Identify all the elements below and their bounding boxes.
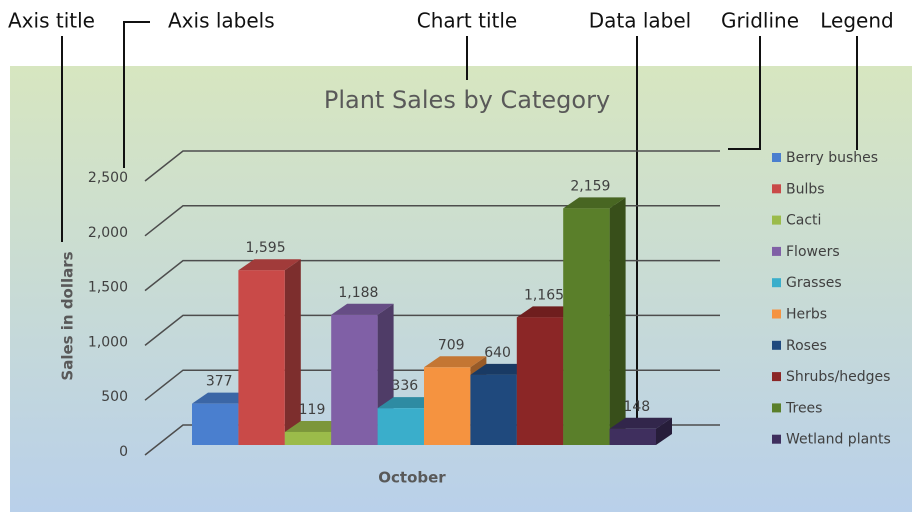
callout-line [123, 21, 150, 168]
legend-swatch [772, 403, 781, 413]
bar-top [331, 303, 394, 315]
bar-side [284, 259, 301, 445]
legend-label: Flowers [786, 244, 840, 260]
legend-label: Cacti [786, 213, 821, 229]
bar [609, 417, 672, 445]
legend-label: Shrubs/hedges [786, 369, 890, 385]
legend-swatch [772, 215, 781, 225]
bar-front [331, 314, 378, 445]
legend-swatch [772, 309, 781, 319]
data-label: 1,188 [338, 285, 378, 301]
data-label: 2,159 [570, 178, 610, 194]
data-label: 377 [206, 374, 233, 390]
callout-line [728, 36, 761, 150]
data-label: 1,165 [524, 287, 564, 303]
legend-label: Bulbs [786, 181, 825, 197]
bar-front [424, 367, 471, 445]
legend-swatch [772, 434, 781, 444]
data-label: 1,595 [246, 240, 286, 256]
bar-top [238, 259, 301, 271]
legend-swatch [772, 153, 781, 162]
data-label: 148 [623, 399, 650, 415]
y-tick-label: 2,000 [88, 225, 128, 241]
grid-line [144, 150, 720, 182]
bar-top [563, 197, 626, 209]
bar [563, 197, 626, 445]
bar-front [192, 403, 239, 445]
grid-line [144, 205, 720, 237]
annotation: Axis title [8, 9, 95, 33]
x-tick-label: October [378, 469, 446, 487]
annotation: Chart title [417, 9, 517, 33]
data-label: 640 [484, 345, 511, 361]
legend-swatch [772, 372, 781, 382]
y-tick-label: 1,000 [88, 334, 128, 350]
bar-front [377, 408, 424, 445]
y-tick-label: 1,500 [88, 280, 128, 296]
data-label: 119 [299, 402, 326, 418]
data-label: 709 [438, 337, 465, 353]
chart-area [10, 66, 912, 512]
legend-label: Trees [785, 400, 822, 416]
legend-label: Berry bushes [786, 150, 878, 166]
annotation: Legend [820, 9, 893, 33]
legend-label: Roses [786, 338, 827, 354]
bar-front [516, 317, 564, 445]
annotation: Data label [589, 9, 691, 33]
annotation: Axis labels [168, 9, 275, 33]
bar-side [656, 417, 672, 445]
y-tick-label: 0 [119, 444, 128, 460]
grid-line [144, 259, 720, 292]
bar-front [238, 270, 285, 445]
y-axis-title: Sales in dollars [59, 251, 77, 380]
legend-swatch [772, 340, 781, 350]
bar-top [609, 417, 672, 429]
legend-swatch [772, 278, 781, 288]
bar-side [609, 197, 626, 445]
bar-front [609, 428, 656, 445]
bar [238, 259, 301, 445]
chart-title: Plant Sales by Category [324, 86, 610, 114]
legend-label: Grasses [786, 275, 842, 291]
legend-label: Herbs [786, 307, 827, 323]
data-label: 336 [391, 378, 418, 394]
legend-swatch [772, 184, 781, 194]
bar-front [284, 431, 332, 445]
bar-front [470, 374, 517, 445]
annotation: Gridline [721, 9, 799, 33]
bar-front [563, 208, 610, 445]
bar-top [424, 356, 487, 368]
y-tick-label: 500 [101, 389, 128, 405]
callouts: Axis title Axis labels Chart title Data … [8, 9, 894, 428]
legend-label: Wetland plants [786, 432, 891, 448]
y-tick-label: 2,500 [88, 170, 128, 186]
legend-swatch [772, 246, 781, 256]
